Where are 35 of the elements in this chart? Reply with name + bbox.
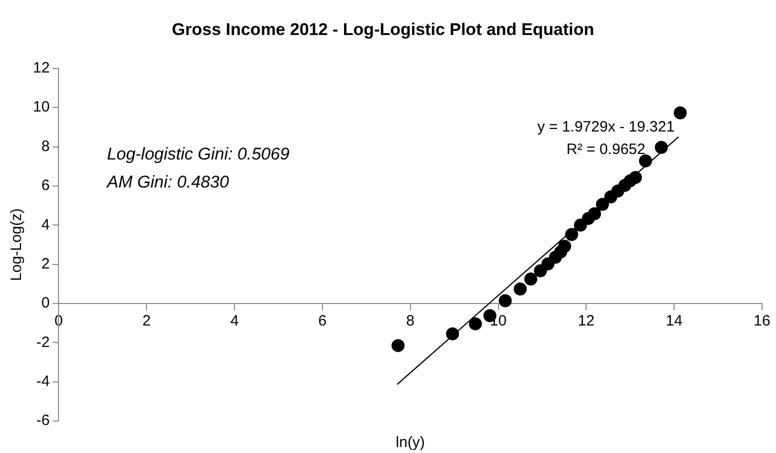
x-tick-label: 8 xyxy=(406,312,415,330)
point xyxy=(674,106,687,120)
x-tick-label: 12 xyxy=(578,312,595,330)
chart-title: Gross Income 2012 - Log-Logistic Plot and Equation xyxy=(172,20,594,39)
y-tick-label: 12 xyxy=(32,60,50,77)
point xyxy=(654,140,668,154)
annotation: R² = 0.9652 xyxy=(566,140,646,158)
point xyxy=(524,272,538,286)
x-tick-label: 14 xyxy=(666,312,682,330)
y-tick-label: 4 xyxy=(41,216,50,234)
y-tick-label: -6 xyxy=(36,412,50,430)
y-tick-label: 2 xyxy=(41,255,50,272)
x-tick-label: 6 xyxy=(318,312,327,330)
annotation: Log-logistic Gini: 0.5069 xyxy=(107,144,290,164)
x-axis-title: ln(y) xyxy=(396,434,425,452)
y-tick-label: 8 xyxy=(41,138,50,155)
annotation: y = 1.9729x - 19.321 xyxy=(537,118,675,136)
point xyxy=(514,282,527,296)
point xyxy=(639,154,652,168)
point xyxy=(498,294,512,308)
annotation: AM Gini: 0.4830 xyxy=(106,172,230,192)
point xyxy=(392,339,405,352)
point xyxy=(628,171,642,184)
x-tick-label: 4 xyxy=(230,312,239,330)
y-tick-label: 0 xyxy=(41,294,50,312)
y-tick-label: 10 xyxy=(32,98,50,116)
point xyxy=(565,228,578,242)
y-tick-label: -2 xyxy=(36,334,50,351)
y-axis-title: Log-Log(z) xyxy=(8,208,26,281)
x-tick-label: 2 xyxy=(142,312,151,330)
y-tick-label: -4 xyxy=(36,372,50,390)
point xyxy=(558,240,572,253)
point xyxy=(468,317,482,330)
y-tick-label: 6 xyxy=(41,177,50,194)
x-tick-label: 16 xyxy=(754,312,770,330)
